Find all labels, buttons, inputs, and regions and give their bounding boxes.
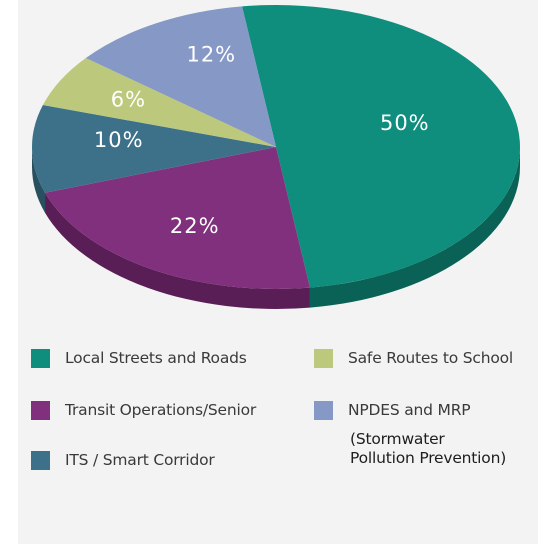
pie-slice-its-smart-corridor (31, 105, 276, 193)
legend-label: Local Streets and Roads (65, 349, 247, 367)
legend-item-its: ITS / Smart Corridor (31, 451, 215, 470)
legend-note-npdes: (Stormwater Pollution Prevention) (350, 430, 506, 468)
legend-label: NPDES and MRP (348, 401, 471, 419)
pie-label-local-streets-and-roads: 50% (380, 111, 430, 135)
legend-swatch (314, 401, 333, 420)
pie-side-walls (32, 147, 520, 309)
legend-swatch (31, 451, 50, 470)
legend-item-npdes: NPDES and MRP (314, 401, 471, 420)
pie-chart: 50% 22% 10% 6% 12% (31, 4, 521, 309)
pie-label-its-smart-corridor: 10% (94, 128, 144, 152)
legend-label: Transit Operations/Senior (65, 401, 257, 419)
pie-label-safe-routes-to-school: 6% (111, 88, 146, 112)
pie-slice-safe-routes-to-school (42, 58, 276, 147)
legend-note-line: Pollution Prevention) (350, 449, 507, 467)
legend-swatch (31, 401, 50, 420)
legend-label: Safe Routes to School (348, 349, 513, 367)
legend-swatch (31, 349, 50, 368)
pie-side-its-smart-corridor (32, 147, 46, 213)
chart-card: 50% 22% 10% 6% 12% Local Streets and Roads T… (18, 0, 538, 544)
pie-slice-local-streets-and-roads (242, 4, 521, 288)
pie-label-transit-operations-senior: 22% (170, 214, 220, 238)
legend-swatch (314, 349, 333, 368)
pie-slices (31, 4, 521, 289)
legend-label: ITS / Smart Corridor (65, 451, 215, 469)
pie-slice-transit-operations-senior (45, 147, 310, 289)
pie-side-local-streets-and-roads (309, 147, 520, 308)
legend-item-local-streets: Local Streets and Roads (31, 349, 247, 368)
pie-side-transit-operations-senior (45, 192, 310, 309)
legend-note-line: (Stormwater (350, 430, 445, 448)
legend-item-transit: Transit Operations/Senior (31, 401, 256, 420)
legend-item-safe-routes: Safe Routes to School (314, 349, 513, 368)
pie-labels: 50% 22% 10% 6% 12% (94, 42, 430, 238)
pie-slice-npdes-and-mrp (85, 6, 276, 148)
pie-label-npdes-and-mrp: 12% (186, 42, 236, 66)
